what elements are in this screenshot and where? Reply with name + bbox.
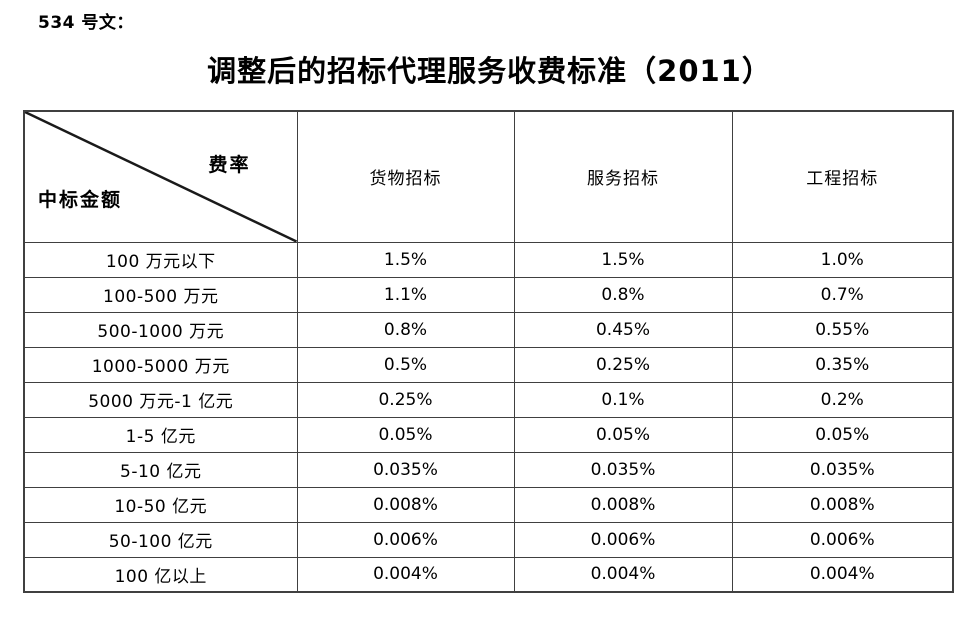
row-label: 100 亿以上 [23, 556, 298, 593]
fee-value: 0.8% [296, 311, 515, 348]
fee-value: 0.45% [513, 311, 733, 348]
row-label: 500-1000 万元 [23, 311, 298, 348]
table-row: 1000-5000 万元 0.5% 0.25% 0.35% [23, 346, 954, 383]
table-row: 10-50 亿元 0.008% 0.008% 0.008% [23, 486, 954, 523]
fee-value: 0.004% [296, 556, 515, 593]
fee-value: 0.006% [513, 521, 733, 558]
fee-value: 0.05% [731, 416, 954, 453]
table-body: 100 万元以下 1.5% 1.5% 1.0% 100-500 万元 1.1% 0.8% 0.… [23, 241, 954, 593]
table-row: 1-5 亿元 0.05% 0.05% 0.05% [23, 416, 954, 453]
fee-value: 0.25% [513, 346, 733, 383]
fee-value: 1.5% [296, 241, 515, 278]
fee-value: 0.008% [296, 486, 515, 523]
table-row: 500-1000 万元 0.8% 0.45% 0.55% [23, 311, 954, 348]
fee-value: 0.004% [731, 556, 954, 593]
table-header: 费率 中标金额 货物招标 服务招标 工程招标 [23, 110, 954, 243]
row-label: 1-5 亿元 [23, 416, 298, 453]
fee-value: 0.7% [731, 276, 954, 313]
table-row: 100 亿以上 0.004% 0.004% 0.004% [23, 556, 954, 593]
row-label: 5-10 亿元 [23, 451, 298, 488]
column-header-1: 服务招标 [513, 110, 733, 243]
table-row: 50-100 亿元 0.006% 0.006% 0.006% [23, 521, 954, 558]
fee-value: 0.25% [296, 381, 515, 418]
page-title: 调整后的招标代理服务收费标准（2011） [207, 54, 772, 88]
corner-label-bid-amount: 中标金额 [38, 188, 123, 211]
diagonal-corner-cell: 费率 中标金额 [23, 110, 298, 243]
row-label: 50-100 亿元 [23, 521, 298, 558]
column-header-2: 工程招标 [731, 110, 954, 243]
fee-value: 0.035% [731, 451, 954, 488]
fee-value: 0.004% [513, 556, 733, 593]
fee-value: 0.55% [731, 311, 954, 348]
fee-value: 0.8% [513, 276, 733, 313]
fee-value: 0.008% [513, 486, 733, 523]
diagonal-divider-line [25, 112, 297, 242]
column-header-0: 货物招标 [296, 110, 515, 243]
table-row: 5-10 亿元 0.035% 0.035% 0.035% [23, 451, 954, 488]
row-label: 100-500 万元 [23, 276, 298, 313]
fee-value: 1.5% [513, 241, 733, 278]
table-row: 5000 万元-1 亿元 0.25% 0.1% 0.2% [23, 381, 954, 418]
fee-value: 1.0% [731, 241, 954, 278]
fee-value: 1.1% [296, 276, 515, 313]
fee-value: 0.006% [296, 521, 515, 558]
corner-label-fee-rate: 费率 [208, 154, 251, 176]
fee-value: 0.035% [296, 451, 515, 488]
fee-value: 0.2% [731, 381, 954, 418]
fee-value: 0.35% [731, 346, 954, 383]
row-label: 10-50 亿元 [23, 486, 298, 523]
row-label: 1000-5000 万元 [23, 346, 298, 383]
fee-value: 0.035% [513, 451, 733, 488]
fee-value: 0.006% [731, 521, 954, 558]
header-row: 费率 中标金额 货物招标 服务招标 工程招标 [23, 110, 954, 243]
fee-value: 0.05% [296, 416, 515, 453]
table-row: 100-500 万元 1.1% 0.8% 0.7% [23, 276, 954, 313]
fee-value: 0.05% [513, 416, 733, 453]
fee-value: 0.008% [731, 486, 954, 523]
fee-rate-table: 费率 中标金额 货物招标 服务招标 工程招标 100 万元以下 1.5% 1.5% 1.0… [23, 110, 954, 593]
fee-value: 0.5% [296, 346, 515, 383]
row-label: 100 万元以下 [23, 241, 298, 278]
fee-value: 0.1% [513, 381, 733, 418]
table-row: 100 万元以下 1.5% 1.5% 1.0% [23, 241, 954, 278]
doc-number: 534 号文： [38, 13, 134, 33]
row-label: 5000 万元-1 亿元 [23, 381, 298, 418]
